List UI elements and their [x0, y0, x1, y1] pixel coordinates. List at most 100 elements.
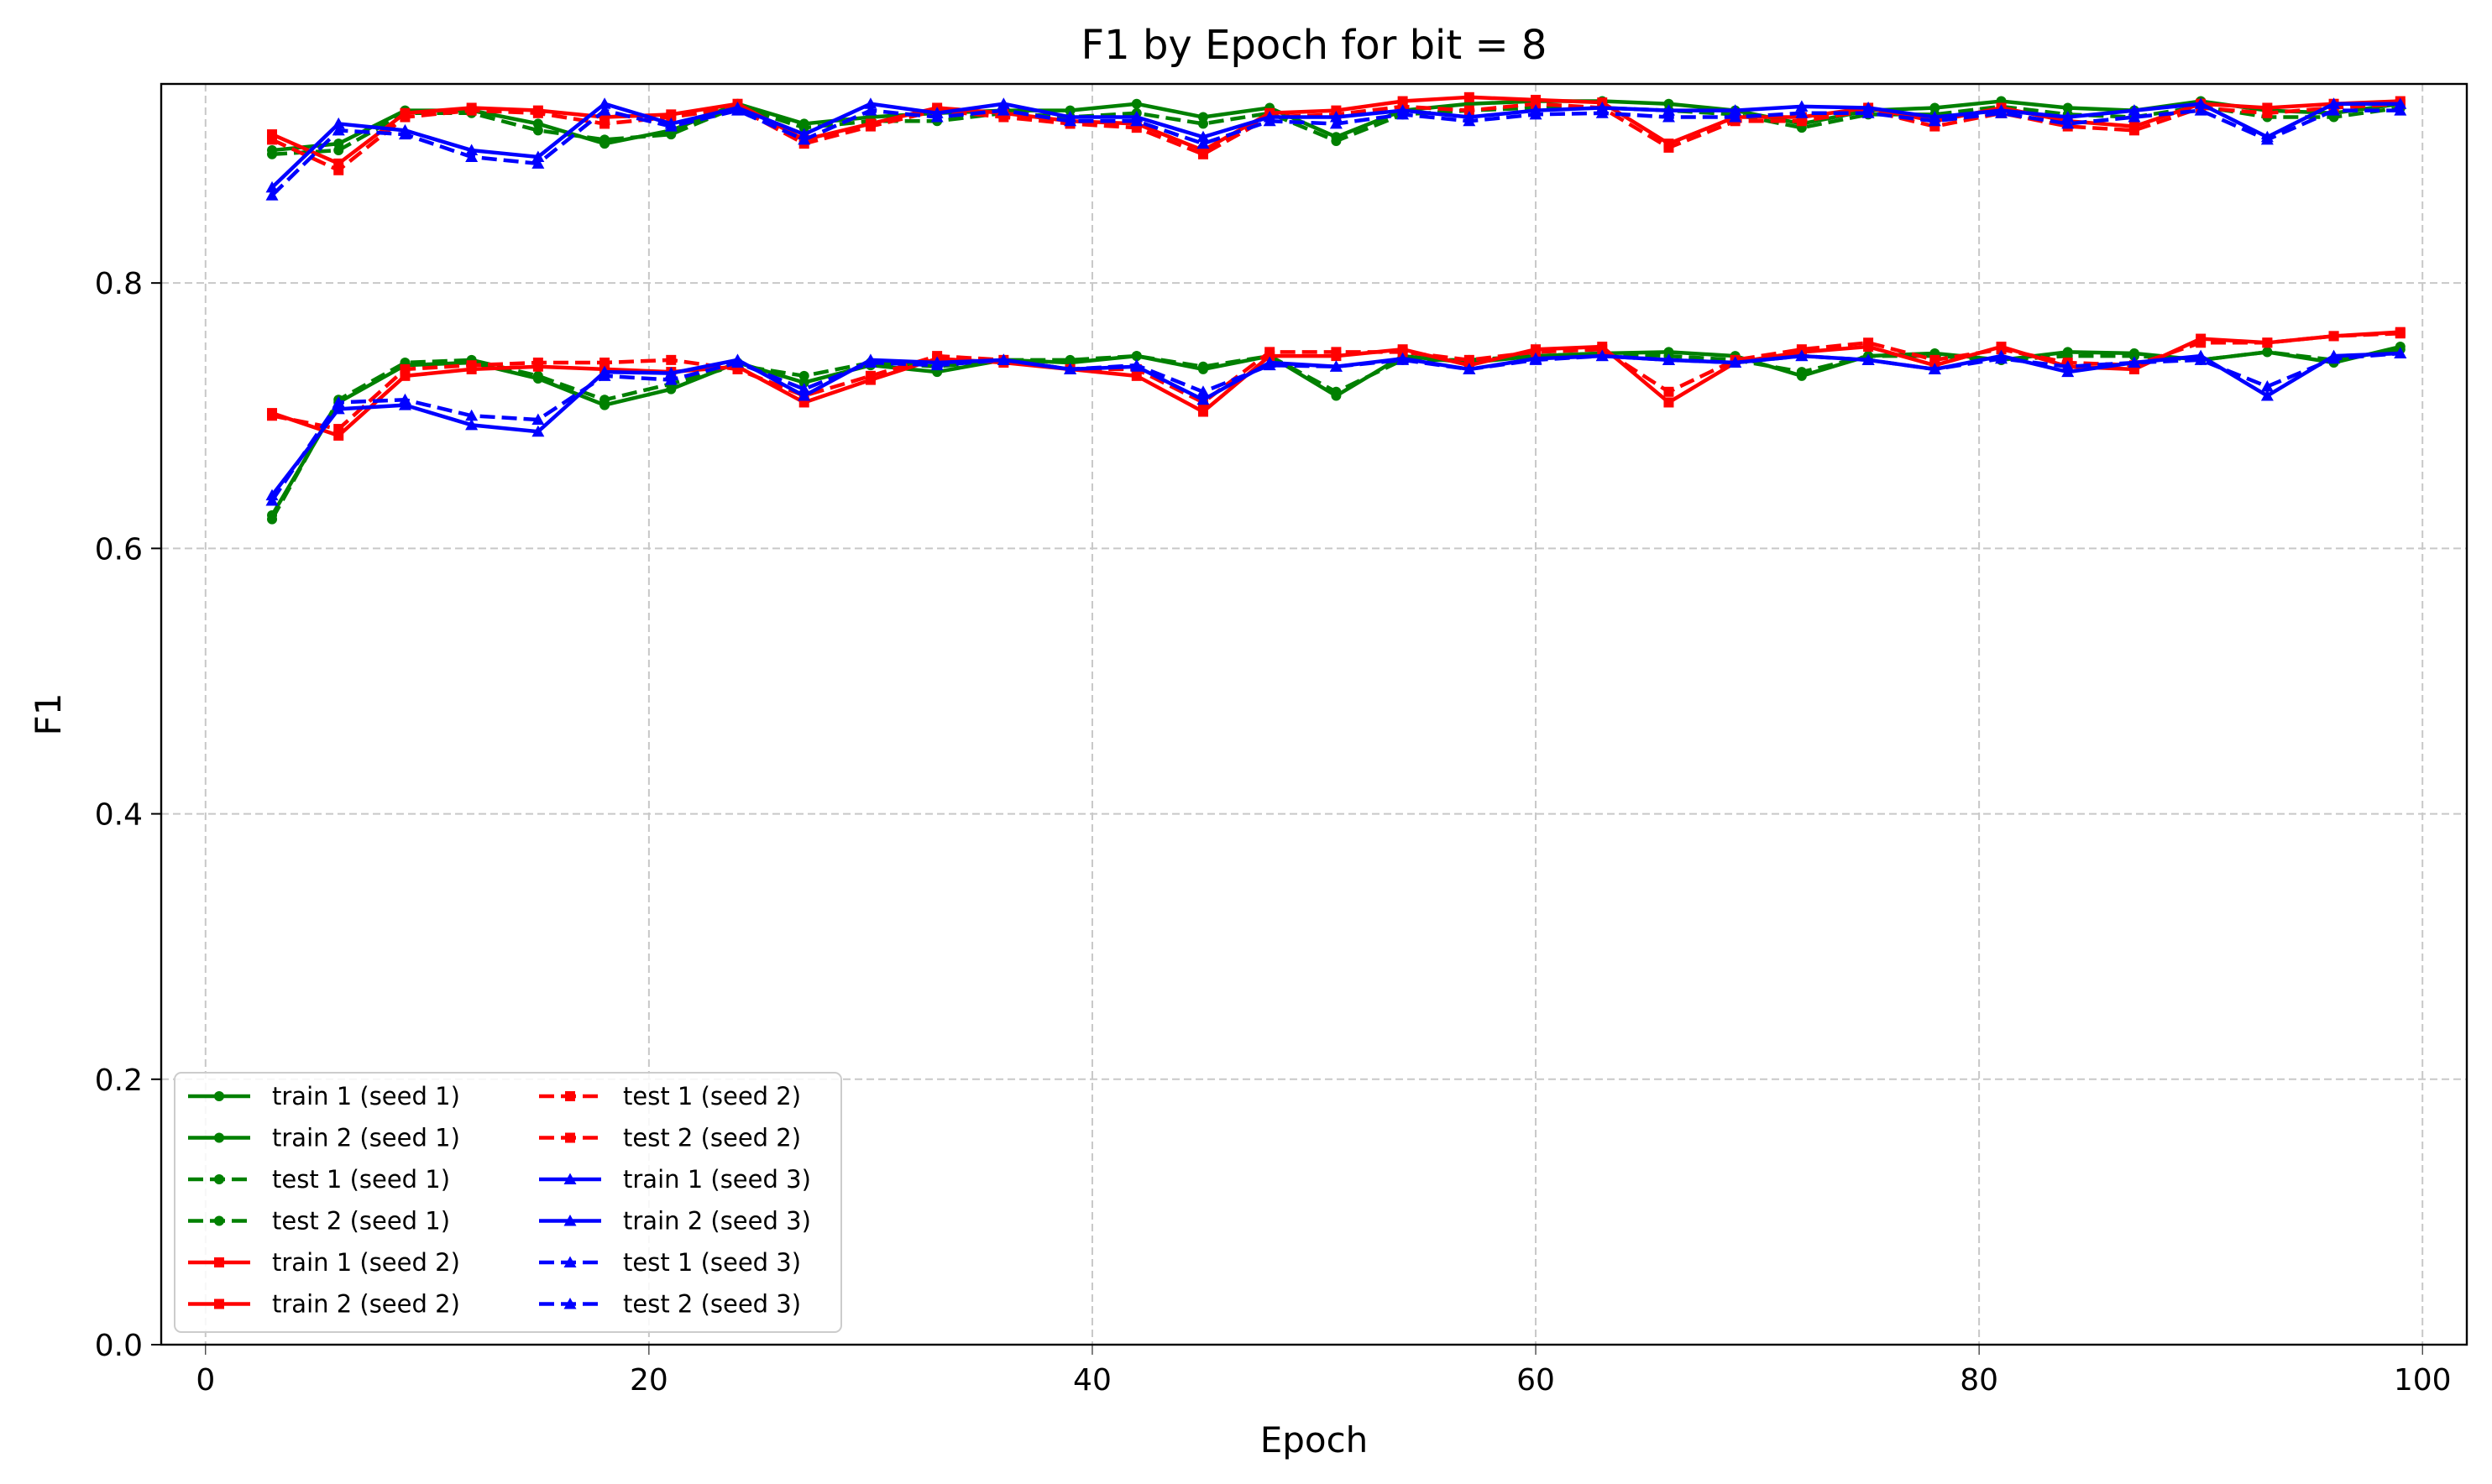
- data-point: [2128, 356, 2141, 368]
- data-point: [333, 424, 344, 435]
- data-point: [864, 356, 877, 368]
- legend-marker: [214, 1174, 224, 1184]
- data-point: [798, 123, 809, 133]
- data-point: [2061, 360, 2075, 372]
- data-point: [930, 358, 944, 371]
- data-point: [1463, 363, 1476, 374]
- data-point: [1130, 358, 1144, 371]
- data-point: [2328, 331, 2339, 342]
- data-point: [1329, 111, 1343, 123]
- data-point: [2262, 337, 2273, 348]
- data-point: [1863, 337, 1874, 348]
- data-point: [2061, 111, 2075, 123]
- data-point: [1995, 352, 2008, 364]
- data-point: [532, 125, 543, 136]
- legend-label: test 1 (seed 2): [623, 1082, 801, 1110]
- legend-item-test-1-seed-1: test 1 (seed 1): [188, 1165, 450, 1194]
- data-point: [400, 363, 411, 374]
- legend-label: train 1 (seed 3): [623, 1165, 811, 1194]
- series-test-2-seed-3: [265, 347, 2407, 506]
- data-point: [1662, 353, 1675, 365]
- data-point: [599, 118, 610, 129]
- legend-marker: [563, 1298, 577, 1309]
- y-tick-label: 0.4: [95, 798, 143, 833]
- legend-marker: [563, 1173, 577, 1184]
- data-point: [1263, 358, 1276, 371]
- data-point: [1329, 117, 1343, 129]
- data-point: [664, 374, 678, 385]
- data-point: [1196, 137, 1210, 149]
- legend-marker: [214, 1215, 224, 1226]
- data-point: [1861, 353, 1875, 365]
- legend-item-train-1-seed-1: train 1 (seed 1): [188, 1082, 460, 1110]
- data-point: [2262, 107, 2273, 118]
- legend-item-train-1-seed-2: train 1 (seed 2): [188, 1248, 460, 1277]
- legend-item-test-2-seed-3: test 2 (seed 3): [539, 1290, 801, 1319]
- x-tick-label: 20: [630, 1363, 668, 1398]
- data-point: [1929, 354, 1940, 365]
- data-point: [1531, 347, 1542, 358]
- legend-marker: [565, 1091, 575, 1101]
- legend-item-train-2-seed-3: train 2 (seed 3): [539, 1207, 811, 1236]
- data-point: [1663, 142, 1674, 153]
- data-point: [1331, 347, 1342, 358]
- axes: 0 20 40 60 80 100 0.0 0.2 0.4 0.6 0.8: [95, 267, 2452, 1398]
- data-point: [1595, 107, 1609, 118]
- data-point: [798, 133, 811, 145]
- data-point: [1796, 344, 1807, 355]
- data-point: [798, 370, 809, 381]
- data-point: [599, 358, 610, 368]
- data-point: [1331, 386, 1342, 397]
- data-point: [2196, 337, 2207, 348]
- data-point: [2394, 97, 2407, 109]
- data-point: [332, 117, 345, 129]
- data-point: [2194, 353, 2207, 365]
- data-point: [2327, 104, 2341, 116]
- data-point: [731, 104, 744, 116]
- x-tick-label: 40: [1073, 1363, 1112, 1398]
- data-point: [1065, 354, 1076, 365]
- legend-item-train-2-seed-1: train 2 (seed 1): [188, 1124, 460, 1152]
- data-point: [1531, 98, 1542, 109]
- series-line: [270, 351, 2400, 502]
- data-point: [1995, 107, 2008, 118]
- data-point: [1928, 363, 1941, 374]
- data-point: [798, 389, 811, 401]
- data-point: [1996, 344, 2007, 355]
- data-point: [1595, 349, 1609, 362]
- x-tick-label: 0: [196, 1363, 215, 1398]
- data-point: [1264, 347, 1275, 358]
- legend-label: test 1 (seed 3): [623, 1248, 801, 1277]
- data-point: [265, 180, 279, 193]
- data-point: [1197, 149, 1208, 159]
- data-point: [531, 157, 545, 169]
- data-point: [1729, 111, 1742, 123]
- data-point: [332, 123, 345, 136]
- data-point: [865, 370, 876, 381]
- data-point: [1130, 114, 1144, 127]
- legend-marker: [214, 1298, 224, 1309]
- data-point: [1662, 104, 1675, 116]
- data-point: [2260, 133, 2274, 145]
- data-point: [1131, 98, 1142, 109]
- data-point: [465, 144, 479, 156]
- x-tick-label: 80: [1960, 1363, 1998, 1398]
- data-point: [932, 351, 943, 362]
- data-point: [2394, 104, 2407, 116]
- legend-label: test 2 (seed 2): [623, 1124, 801, 1152]
- data-point: [1197, 118, 1208, 129]
- chart-title: F1 by Epoch for bit = 8: [1081, 22, 1547, 69]
- data-point: [1131, 351, 1142, 362]
- y-tick-label: 0.8: [95, 267, 143, 301]
- data-point: [1196, 385, 1210, 397]
- data-point: [1396, 107, 1410, 120]
- data-point: [1064, 363, 1077, 374]
- legend-marker: [563, 1256, 577, 1267]
- data-point: [267, 149, 278, 159]
- data-point: [2262, 347, 2273, 358]
- data-point: [531, 413, 545, 426]
- data-point: [2128, 111, 2141, 123]
- data-point: [1197, 361, 1208, 372]
- data-point: [598, 369, 611, 381]
- data-point: [532, 358, 543, 368]
